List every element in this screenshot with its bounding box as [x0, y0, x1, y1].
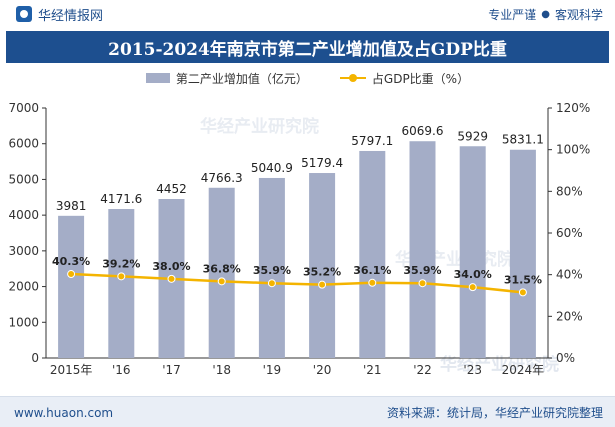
x-tick-label: '19	[263, 363, 282, 377]
footer: www.huaon.com 资料来源：统计局，华经产业研究院整理	[0, 396, 615, 427]
line-point	[418, 279, 427, 288]
bar	[58, 215, 85, 358]
y-left-tick-label: 2000	[8, 280, 39, 294]
y-right-tick-label: 40%	[556, 268, 583, 282]
line-value-label: 36.1%	[353, 264, 391, 277]
legend-item-line: 占GDP比重（%）	[339, 70, 470, 87]
line-value-label: 34.0%	[454, 268, 492, 281]
bar-value-label: 4452	[156, 182, 187, 196]
line-value-label: 40.3%	[52, 255, 90, 268]
bar-value-label: 5929	[457, 129, 488, 143]
line-value-label: 38.0%	[152, 260, 190, 273]
bar-value-label: 3981	[56, 199, 87, 213]
bar-value-label: 6069.6	[402, 124, 444, 138]
legend-label-bar: 第二产业增加值（亿元）	[175, 71, 308, 86]
y-right-tick-label: 0%	[556, 351, 575, 365]
line-point	[318, 280, 327, 289]
y-right-tick-label: 80%	[556, 184, 583, 198]
line-point	[518, 288, 527, 297]
tagline-right: 客观科学	[554, 7, 603, 22]
combo-chart: 华经产业研究院华经产业研究院华经产业研究院0100020003000400050…	[8, 101, 590, 377]
line-value-label: 31.5%	[504, 273, 542, 286]
line-value-label: 36.8%	[203, 262, 241, 275]
y-right-tick-label: 20%	[556, 309, 583, 323]
bar-value-label: 5179.4	[301, 156, 343, 170]
y-right-tick-label: 120%	[556, 101, 590, 115]
tagline-left: 专业严谨	[488, 7, 537, 22]
x-tick-label: 2015年	[50, 363, 93, 377]
x-tick-label: '23	[463, 363, 482, 377]
line-value-label: 35.2%	[303, 266, 341, 279]
bar	[309, 173, 336, 358]
bar-value-label: 5040.9	[251, 161, 293, 175]
bar	[409, 141, 436, 358]
series-line	[71, 272, 524, 294]
line-value-label: 35.9%	[253, 264, 291, 277]
line-value-label: 39.2%	[102, 257, 140, 270]
line-point	[67, 270, 76, 279]
bar	[509, 149, 536, 358]
x-tick-label: '21	[363, 363, 382, 377]
line-point	[117, 272, 126, 281]
x-tick-label: '16	[112, 363, 131, 377]
bullet-icon: ●	[541, 8, 550, 20]
legend-label-line: 占GDP比重（%）	[371, 71, 470, 86]
y-left-tick-label: 1000	[8, 315, 39, 329]
y-left-tick-label: 6000	[8, 137, 39, 151]
bar	[459, 146, 486, 358]
y-left-tick-label: 0	[31, 351, 39, 365]
legend-item-bar: 第二产业增加值（亿元）	[145, 70, 308, 87]
legend: 第二产业增加值（亿元） 占GDP比重（%）	[0, 66, 615, 90]
y-left-tick-label: 5000	[8, 172, 39, 186]
x-tick-label: '20	[313, 363, 332, 377]
x-tick-label: '17	[162, 363, 181, 377]
footer-url: www.huaon.com	[14, 405, 114, 420]
watermark-text: 华经产业研究院	[440, 354, 559, 375]
x-tick-label: '18	[212, 363, 231, 377]
x-tick-label: '22	[413, 363, 432, 377]
brand: 华经情报网	[16, 5, 103, 24]
top-bar: 华经情报网 专业严谨 ● 客观科学	[0, 0, 615, 28]
bar	[208, 187, 235, 358]
chart-title: 2015-2024年南京市第二产业增加值及占GDP比重	[6, 31, 609, 63]
y-right-tick-label: 60%	[556, 226, 583, 240]
bar	[108, 209, 135, 358]
x-tick-label: 2024年	[502, 363, 545, 377]
y-left-tick-label: 7000	[8, 101, 39, 115]
line-point	[217, 277, 226, 286]
footer-source: 资料来源：统计局，华经产业研究院整理	[386, 406, 603, 420]
legend-bar-swatch-icon	[145, 73, 170, 83]
brand-logo-icon	[16, 6, 32, 22]
y-left-tick-label: 4000	[8, 208, 39, 222]
bar-value-label: 5797.1	[351, 134, 393, 148]
line-point	[468, 283, 477, 292]
line-value-label: 35.9%	[403, 264, 441, 277]
watermark-text: 华经产业研究院	[200, 116, 319, 137]
bar	[258, 177, 285, 358]
line-point	[368, 278, 377, 287]
y-left-tick-label: 3000	[8, 244, 39, 258]
legend-line-swatch-icon	[339, 74, 366, 82]
tagline: 专业严谨 ● 客观科学	[488, 6, 603, 23]
line-point	[267, 279, 276, 288]
brand-name: 华经情报网	[38, 8, 104, 24]
bar-value-label: 4766.3	[201, 171, 243, 185]
bar	[359, 150, 386, 358]
line-point	[167, 274, 176, 283]
y-right-tick-label: 100%	[556, 143, 590, 157]
bar-value-label: 5831.1	[502, 133, 544, 147]
bar-value-label: 4171.6	[100, 192, 142, 206]
